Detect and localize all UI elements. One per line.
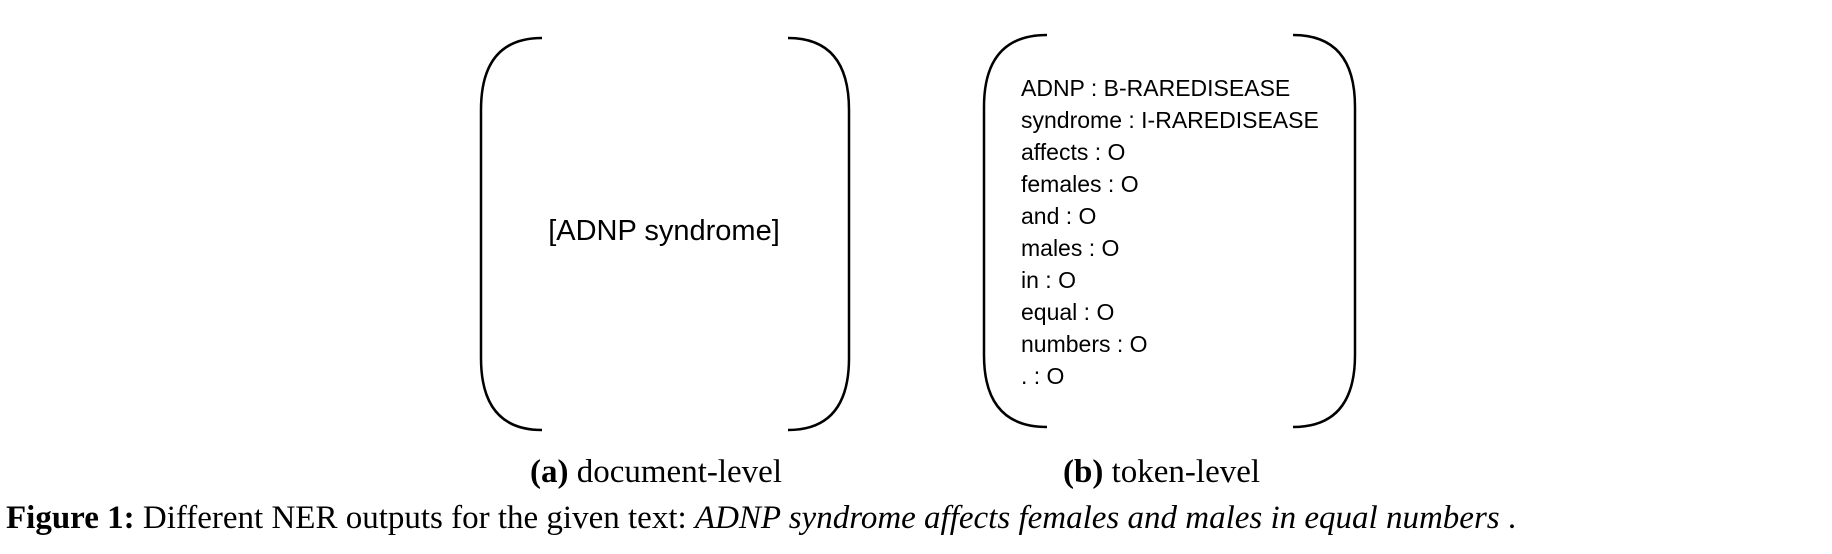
figure-caption-end: . xyxy=(1507,500,1517,536)
document-level-output: [ADNP syndrome] xyxy=(548,215,780,247)
token-label-line: affects : O xyxy=(1021,139,1126,165)
figure-caption-example: ADNP syndrome affects females and males … xyxy=(694,500,1500,536)
subcaption-a-text: document-level xyxy=(576,454,782,490)
token-label-line: in : O xyxy=(1021,267,1076,293)
subcaption-b: (b) token-level xyxy=(1063,454,1260,491)
token-level-output: ADNP : B-RAREDISEASE syndrome : I-RAREDI… xyxy=(1021,72,1319,392)
token-label-line: ADNP : B-RAREDISEASE xyxy=(1021,75,1291,101)
figure-caption-label: Figure 1: xyxy=(6,500,135,536)
subcaption-b-label: (b) xyxy=(1063,454,1104,490)
subcaption-a-label: (a) xyxy=(530,454,569,490)
token-label-line: females : O xyxy=(1021,171,1139,197)
token-label-line: syndrome : I-RAREDISEASE xyxy=(1021,107,1319,133)
subcaption-b-text: token-level xyxy=(1111,454,1261,490)
token-label-line: . : O xyxy=(1021,363,1065,389)
figure-caption-text: Different NER outputs for the given text… xyxy=(142,500,687,536)
figure-caption: Figure 1: Different NER outputs for the … xyxy=(6,500,1516,537)
token-label-line: and : O xyxy=(1021,203,1097,229)
token-label-line: males : O xyxy=(1021,235,1120,261)
token-label-line: equal : O xyxy=(1021,299,1115,325)
token-label-line: numbers : O xyxy=(1021,331,1148,357)
panel-b-left-bracket xyxy=(982,33,1048,429)
panel-b-right-bracket xyxy=(1292,33,1357,429)
panel-a-right-bracket xyxy=(787,36,851,432)
subcaption-a: (a) document-level xyxy=(530,454,782,491)
panel-a-left-bracket xyxy=(479,36,543,432)
